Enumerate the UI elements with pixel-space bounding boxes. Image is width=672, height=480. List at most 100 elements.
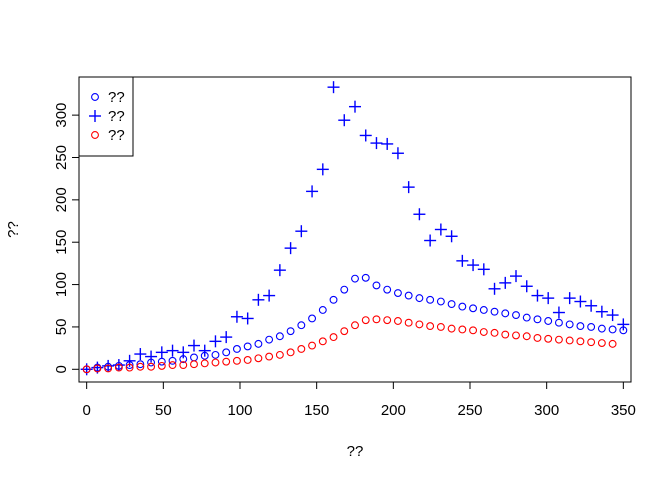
data-point-series-3 bbox=[286, 348, 295, 357]
data-point-series-3 bbox=[157, 361, 166, 370]
data-point-series-2 bbox=[434, 223, 447, 236]
data-point-series-1 bbox=[351, 274, 359, 283]
data-point-series-3 bbox=[447, 324, 456, 333]
data-point-series-1 bbox=[436, 297, 445, 306]
data-point-series-1 bbox=[458, 302, 467, 311]
legend-entry: ?? bbox=[91, 127, 125, 144]
data-point-series-2 bbox=[198, 344, 211, 357]
x-tick-label: 0 bbox=[82, 402, 90, 419]
data-point-series-3 bbox=[168, 361, 177, 370]
x-axis: 0 50 100 150 200 250 300 350 bbox=[82, 381, 636, 419]
x-tick-label: 200 bbox=[381, 402, 406, 419]
data-point-series-2 bbox=[617, 318, 630, 331]
data-point-series-3 bbox=[243, 356, 252, 364]
data-point-series-3 bbox=[297, 345, 306, 353]
data-point-series-3 bbox=[275, 350, 284, 359]
data-point-series-2 bbox=[306, 185, 319, 198]
legend: ?????? bbox=[78, 76, 134, 157]
data-point-series-3 bbox=[404, 318, 413, 327]
data-point-series-2 bbox=[381, 137, 394, 150]
y-tick-label: 50 bbox=[53, 319, 70, 336]
data-point-series-1 bbox=[232, 345, 241, 353]
legend-marker bbox=[91, 93, 99, 101]
data-point-series-3 bbox=[254, 354, 263, 363]
data-point-series-2 bbox=[370, 137, 383, 150]
data-point-series-3 bbox=[383, 316, 392, 325]
y-tick-label: 300 bbox=[53, 103, 70, 128]
data-point-series-1 bbox=[318, 306, 327, 314]
data-point-series-3 bbox=[490, 328, 499, 337]
data-point-series-3 bbox=[179, 361, 188, 370]
data-point-series-3 bbox=[265, 352, 274, 361]
data-point-series-3 bbox=[415, 320, 424, 329]
data-point-series-1 bbox=[544, 317, 553, 325]
data-point-series-2 bbox=[177, 346, 190, 359]
legend-marker bbox=[91, 131, 99, 139]
data-point-series-1 bbox=[608, 325, 617, 334]
data-point-series-3 bbox=[522, 332, 531, 341]
data-point-series-3 bbox=[351, 321, 359, 330]
data-point-series-2 bbox=[467, 259, 480, 272]
data-point-series-1 bbox=[490, 307, 499, 316]
data-point-series-2 bbox=[585, 299, 598, 312]
data-point-series-2 bbox=[166, 344, 179, 357]
data-points-layer bbox=[80, 81, 630, 376]
data-point-series-1 bbox=[265, 335, 274, 344]
data-point-series-2 bbox=[456, 254, 469, 267]
data-point-series-1 bbox=[190, 353, 198, 362]
legend-entry: ?? bbox=[91, 89, 125, 106]
data-point-series-2 bbox=[574, 295, 587, 308]
data-point-series-1 bbox=[254, 339, 263, 348]
data-point-series-2 bbox=[241, 312, 254, 325]
data-point-series-2 bbox=[273, 264, 286, 277]
data-point-series-3 bbox=[308, 341, 317, 350]
data-point-series-3 bbox=[104, 364, 113, 373]
data-point-series-1 bbox=[501, 309, 510, 318]
data-point-series-1 bbox=[597, 324, 606, 333]
data-point-series-3 bbox=[329, 333, 338, 342]
data-point-series-3 bbox=[211, 358, 220, 367]
data-point-series-3 bbox=[512, 331, 520, 340]
data-point-series-2 bbox=[402, 181, 415, 194]
legend-box bbox=[78, 76, 134, 157]
data-point-series-2 bbox=[499, 276, 512, 289]
data-point-series-2 bbox=[391, 147, 404, 160]
y-axis: 0 50 100 150 200 250 300 bbox=[53, 103, 80, 373]
data-point-series-2 bbox=[606, 309, 619, 322]
data-point-series-3 bbox=[340, 327, 349, 336]
data-point-series-2 bbox=[155, 346, 168, 359]
data-point-series-1 bbox=[275, 332, 284, 341]
data-point-series-3 bbox=[222, 357, 231, 366]
data-point-series-1 bbox=[211, 350, 220, 359]
data-point-series-1 bbox=[576, 322, 585, 331]
data-point-series-2 bbox=[552, 306, 565, 319]
y-tick-label: 200 bbox=[53, 187, 70, 212]
data-point-series-3 bbox=[597, 339, 606, 347]
data-point-series-2 bbox=[230, 310, 243, 323]
y-tick-label: 0 bbox=[53, 365, 70, 373]
legend-label: ?? bbox=[108, 89, 125, 106]
data-point-series-2 bbox=[220, 331, 233, 344]
data-point-series-1 bbox=[361, 273, 370, 282]
data-point-series-2 bbox=[338, 114, 351, 127]
data-point-series-1 bbox=[136, 360, 145, 369]
data-point-series-2 bbox=[510, 270, 522, 283]
data-point-series-3 bbox=[576, 337, 585, 346]
x-tick-label: 100 bbox=[227, 402, 252, 419]
data-point-series-2 bbox=[563, 292, 576, 305]
data-point-series-1 bbox=[479, 306, 488, 314]
x-tick-label: 50 bbox=[155, 402, 172, 419]
data-point-series-2 bbox=[488, 282, 501, 295]
x-tick-label: 300 bbox=[534, 402, 559, 419]
data-point-series-2 bbox=[102, 359, 115, 372]
data-point-series-3 bbox=[147, 362, 156, 371]
data-point-series-2 bbox=[123, 354, 136, 367]
legend-label: ?? bbox=[108, 108, 125, 125]
data-point-series-2 bbox=[542, 292, 555, 305]
data-point-series-2 bbox=[145, 350, 158, 363]
data-point-series-2 bbox=[477, 263, 490, 276]
data-point-series-1 bbox=[447, 300, 456, 309]
legend-marker bbox=[89, 110, 101, 122]
data-point-series-3 bbox=[136, 362, 145, 371]
